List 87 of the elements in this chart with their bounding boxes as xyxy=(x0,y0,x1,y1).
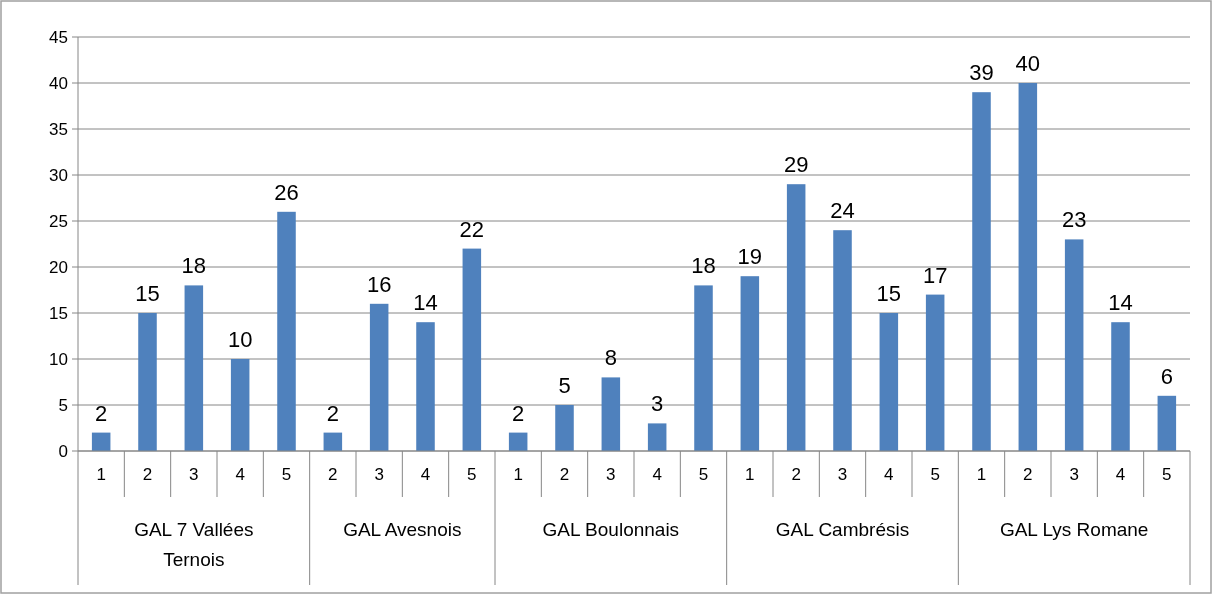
x-tick-label: 5 xyxy=(281,464,292,484)
x-tick-label: 4 xyxy=(1115,464,1126,484)
data-label: 26 xyxy=(274,179,299,205)
data-label: 2 xyxy=(95,400,108,426)
data-label: 5 xyxy=(558,373,571,398)
data-label: 23 xyxy=(1061,207,1087,233)
bar xyxy=(369,303,389,451)
bar xyxy=(1157,395,1177,451)
data-label: 2 xyxy=(512,400,525,426)
y-tick-label: 25 xyxy=(49,211,68,231)
data-label: 22 xyxy=(459,216,485,242)
bar xyxy=(1064,239,1084,451)
data-label: 14 xyxy=(413,290,438,316)
x-tick-label: 3 xyxy=(837,464,848,484)
x-tick-label: 5 xyxy=(698,464,709,484)
bar xyxy=(91,432,111,451)
y-tick-label: 15 xyxy=(49,303,68,323)
data-label: 18 xyxy=(181,253,207,279)
x-tick-label: 2 xyxy=(791,464,801,484)
bar xyxy=(601,377,621,451)
bar xyxy=(230,359,250,451)
text: GAL Lys Romane xyxy=(999,519,1149,540)
x-tick-label: 4 xyxy=(235,464,245,484)
data-label: 6 xyxy=(1160,363,1173,389)
x-tick-label: 3 xyxy=(606,464,616,484)
x-tick-label: 2 xyxy=(1023,464,1033,484)
x-tick-label: 1 xyxy=(513,464,523,484)
text: GAL 7 Vallées Ternois xyxy=(134,519,254,570)
x-tick-label: 3 xyxy=(189,464,199,484)
bar xyxy=(1111,322,1130,451)
x-tick-label: 3 xyxy=(374,464,384,484)
x-tick-label: 4 xyxy=(652,464,662,484)
data-label: 10 xyxy=(227,327,253,352)
data-label: 3 xyxy=(651,391,664,417)
x-tick-label: 1 xyxy=(976,464,987,484)
data-label: 40 xyxy=(1015,51,1041,76)
y-tick-label: 45 xyxy=(49,27,68,47)
x-tick-label: 4 xyxy=(420,464,431,484)
y-tick-label: 40 xyxy=(49,73,68,93)
bar xyxy=(925,294,945,451)
x-tick-label: 2 xyxy=(328,464,338,484)
y-tick-label: 10 xyxy=(49,349,68,369)
y-tick-label: 0 xyxy=(58,441,68,461)
bar xyxy=(184,285,204,451)
bar xyxy=(1018,83,1038,451)
y-tick-label: 30 xyxy=(49,165,68,185)
bar xyxy=(277,211,296,451)
text: GAL Avesnois xyxy=(343,519,462,540)
x-tick-label: 3 xyxy=(1069,464,1079,484)
data-label: 39 xyxy=(969,60,994,86)
bar xyxy=(138,313,157,451)
bar xyxy=(323,432,343,451)
data-label: 17 xyxy=(922,262,948,288)
bar xyxy=(879,313,899,451)
data-label: 24 xyxy=(830,198,855,224)
x-tick-label: 1 xyxy=(96,464,106,484)
data-label: 29 xyxy=(783,152,809,178)
bar xyxy=(555,405,574,451)
data-label: 15 xyxy=(135,281,160,306)
bar xyxy=(740,276,760,451)
bar xyxy=(833,230,852,451)
data-label: 14 xyxy=(1108,290,1133,316)
data-label: 19 xyxy=(737,244,763,270)
bar xyxy=(462,248,482,451)
bar xyxy=(416,322,435,451)
bar xyxy=(508,432,528,451)
x-tick-label: 5 xyxy=(930,464,940,484)
y-tick-label: 5 xyxy=(58,395,68,415)
bar xyxy=(786,184,806,451)
data-label: 2 xyxy=(326,400,339,426)
x-tick-label: 5 xyxy=(1162,464,1172,484)
bar xyxy=(972,92,991,451)
data-label: 8 xyxy=(604,345,617,371)
bar xyxy=(694,285,713,451)
y-tick-label: 35 xyxy=(49,119,68,139)
x-tick-label: 2 xyxy=(142,464,153,484)
data-label: 15 xyxy=(876,281,902,306)
x-tick-label: 1 xyxy=(745,464,755,484)
x-tick-label: 2 xyxy=(559,464,570,484)
x-tick-label: 4 xyxy=(884,464,894,484)
text: GAL Cambrésis xyxy=(775,519,910,540)
data-label: 18 xyxy=(691,253,716,279)
x-tick-label: 5 xyxy=(467,464,477,484)
y-tick-label: 20 xyxy=(49,257,68,277)
data-label: 16 xyxy=(366,271,392,297)
text: GAL Boulonnais xyxy=(542,519,680,540)
bar xyxy=(647,423,667,451)
